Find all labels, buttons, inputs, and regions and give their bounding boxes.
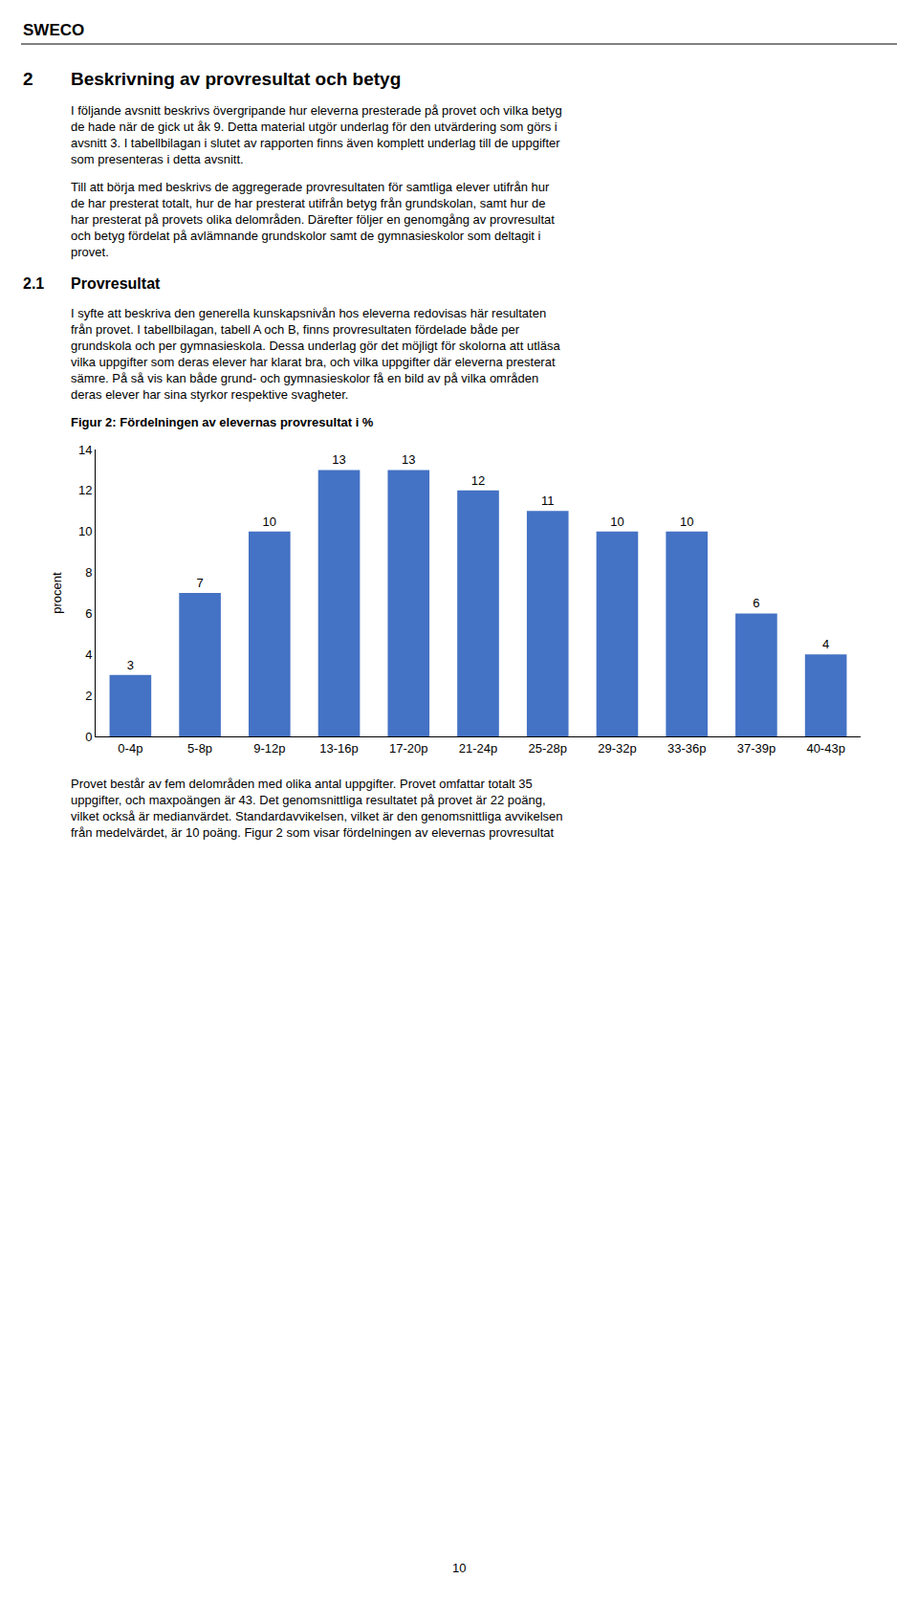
svg-text:25-28p: 25-28p bbox=[527, 741, 567, 756]
svg-text:Till att börja med beskrivs de: Till att börja med beskrivs de aggregera… bbox=[70, 179, 555, 260]
svg-text:SWECO: SWECO bbox=[22, 21, 85, 40]
svg-text:29-32p: 29-32p bbox=[597, 741, 636, 756]
svg-text:11: 11 bbox=[541, 493, 555, 508]
svg-text:4: 4 bbox=[822, 636, 830, 652]
svg-text:13: 13 bbox=[401, 452, 416, 467]
svg-text:0-4p: 0-4p bbox=[117, 741, 143, 756]
svg-text:2: 2 bbox=[22, 68, 34, 89]
svg-text:0: 0 bbox=[85, 729, 92, 744]
svg-text:10: 10 bbox=[452, 1560, 466, 1575]
svg-text:procent: procent bbox=[49, 571, 65, 614]
svg-text:2.1: 2.1 bbox=[22, 275, 44, 292]
svg-text:12: 12 bbox=[78, 482, 92, 498]
svg-text:2: 2 bbox=[85, 688, 92, 703]
svg-text:10: 10 bbox=[610, 514, 624, 529]
svg-text:10: 10 bbox=[78, 524, 92, 539]
svg-text:6: 6 bbox=[85, 606, 92, 621]
svg-text:13-16p: 13-16p bbox=[319, 741, 358, 756]
svg-text:I syfte att beskriva den gener: I syfte att beskriva den generella kunsk… bbox=[70, 306, 561, 402]
svg-text:33-36p: 33-36p bbox=[667, 741, 706, 756]
svg-text:37-39p: 37-39p bbox=[737, 741, 776, 756]
svg-text:4: 4 bbox=[85, 647, 92, 662]
svg-text:17-20p: 17-20p bbox=[389, 741, 428, 756]
svg-text:14: 14 bbox=[78, 442, 92, 458]
svg-text:13: 13 bbox=[331, 452, 346, 467]
svg-text:Figur 2: Fördelningen av eleve: Figur 2: Fördelningen av elevernas provr… bbox=[70, 415, 374, 430]
svg-text:10: 10 bbox=[679, 514, 694, 529]
svg-text:I följande avsnitt beskrivs öv: I följande avsnitt beskrivs övergripande… bbox=[70, 103, 563, 167]
svg-text:8: 8 bbox=[85, 565, 92, 580]
svg-text:Beskrivning av provresultat oc: Beskrivning av provresultat och betyg bbox=[70, 68, 401, 89]
svg-text:21-24p: 21-24p bbox=[459, 741, 498, 756]
svg-text:12: 12 bbox=[471, 473, 485, 488]
svg-text:5-8p: 5-8p bbox=[187, 741, 213, 756]
svg-text:10: 10 bbox=[262, 514, 277, 529]
svg-text:3: 3 bbox=[127, 657, 134, 673]
svg-text:40-43p: 40-43p bbox=[806, 741, 845, 756]
svg-text:7: 7 bbox=[196, 575, 203, 591]
svg-text:Provresultat: Provresultat bbox=[70, 275, 161, 292]
svg-text:Provet består av fem delområde: Provet består av fem delområden med olik… bbox=[70, 776, 563, 840]
svg-text:6: 6 bbox=[752, 595, 760, 611]
svg-text:9-12p: 9-12p bbox=[253, 741, 285, 756]
